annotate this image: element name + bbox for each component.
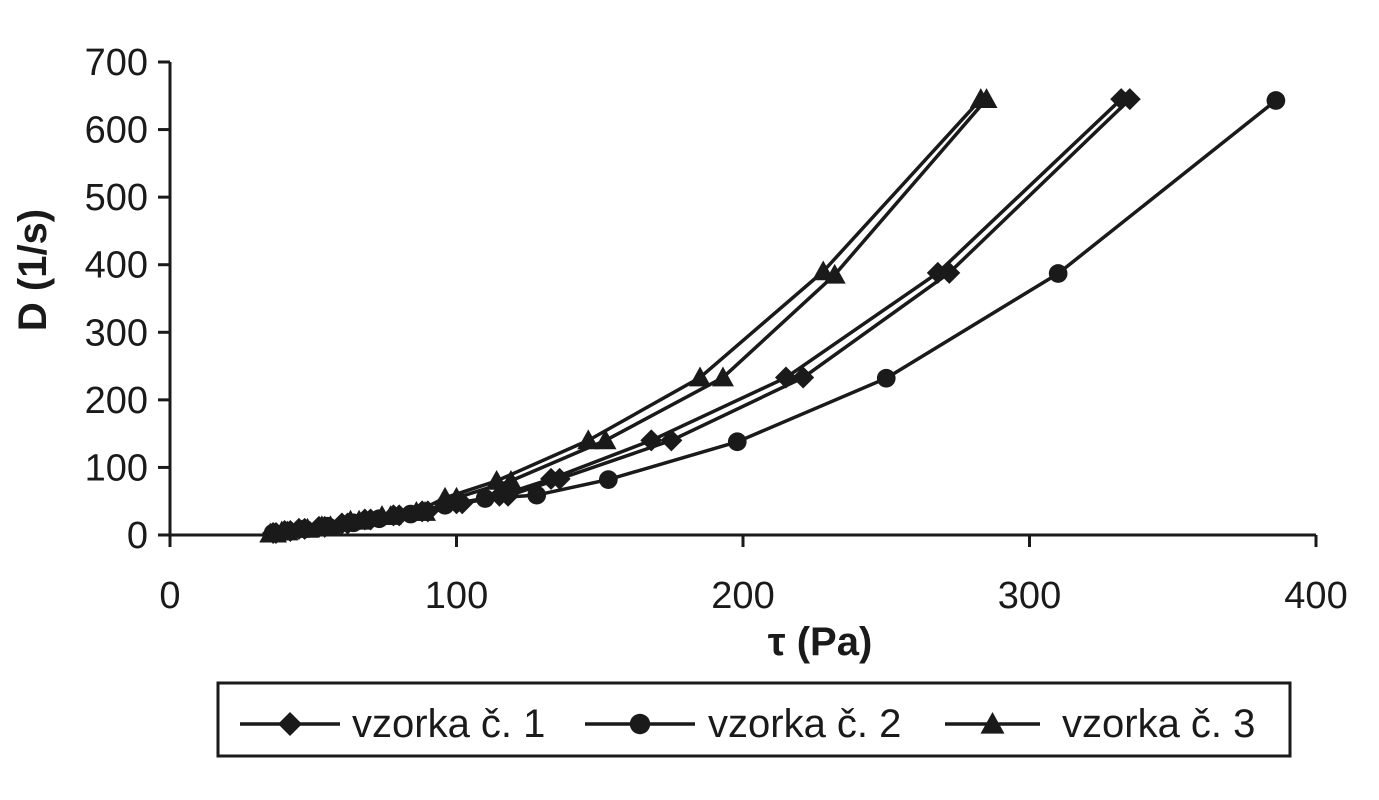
data-point [265,522,288,543]
data-point [577,429,600,450]
data-point [727,432,747,452]
series-2 [263,91,1286,543]
data-point [975,88,998,108]
y-ticks: 0 100 200 300 400 500 600 700 [85,42,170,557]
data-point [594,429,617,450]
legend-marker [980,712,1005,734]
data-point [499,469,522,490]
data-point [660,429,683,452]
data-point [1048,264,1068,283]
series-line [272,99,1277,535]
legend-box [216,681,1292,758]
x-ticks: 0 100 200 300 400 [159,535,1348,617]
legend-entry: vzorka č. 2 [585,702,901,746]
series-layer [259,88,1286,544]
data-point [527,485,547,505]
x-tick-label: 0 [159,575,180,617]
data-point [926,261,949,284]
y-axis-title: D (1/s) [11,209,55,331]
data-point [823,263,846,284]
data-point [1266,91,1286,110]
data-point [774,366,797,389]
x-tick-label: 300 [998,575,1061,617]
y-tick-label: 500 [85,177,148,219]
data-point [548,467,571,490]
data-point [640,429,663,452]
data-point [938,261,961,284]
data-point [485,469,508,490]
legend-label: vzorka č. 1 [352,702,545,746]
plot-area: 0 100 200 300 400 500 600 700 0 100 200 300 400 [85,42,1348,617]
data-point [711,366,734,387]
legend-label: vzorka č. 3 [1062,702,1255,746]
y-tick-label: 600 [85,110,148,152]
y-tick-label: 100 [85,447,148,489]
legend-marker [278,712,302,736]
x-axis-title: τ (Pa) [768,620,873,664]
y-tick-label: 0 [127,515,148,557]
y-tick-label: 700 [85,42,148,84]
data-point [348,509,371,530]
x-tick-label: 100 [425,575,488,617]
data-point [445,486,468,507]
data-point [689,366,712,387]
data-point [379,505,402,525]
data-point [1118,88,1141,111]
legend-entry: vzorka č. 1 [240,702,545,746]
y-tick-label: 200 [85,380,148,422]
series-1 [262,88,1141,544]
series-line [272,97,1132,535]
legend-label: vzorka č. 2 [708,702,901,746]
legend: vzorka č. 1 vzorka č. 2 vzorka č. 3 [216,681,1292,758]
data-point [792,366,815,389]
data-point [413,501,436,521]
legend-marker [629,713,651,735]
data-point [876,368,896,388]
x-tick-label: 400 [1284,575,1347,617]
series-3 [259,88,998,543]
legend-entry: vzorka č. 3 [945,702,1255,746]
data-point [598,470,618,489]
data-point [319,515,342,536]
data-point [296,517,319,538]
y-tick-label: 300 [85,312,148,354]
legend-items: vzorka č. 1 vzorka č. 2 vzorka č. 3 [240,702,1255,746]
x-tick-label: 200 [711,575,774,617]
data-point [475,489,495,508]
y-tick-label: 400 [85,245,148,287]
series-line [269,97,989,536]
